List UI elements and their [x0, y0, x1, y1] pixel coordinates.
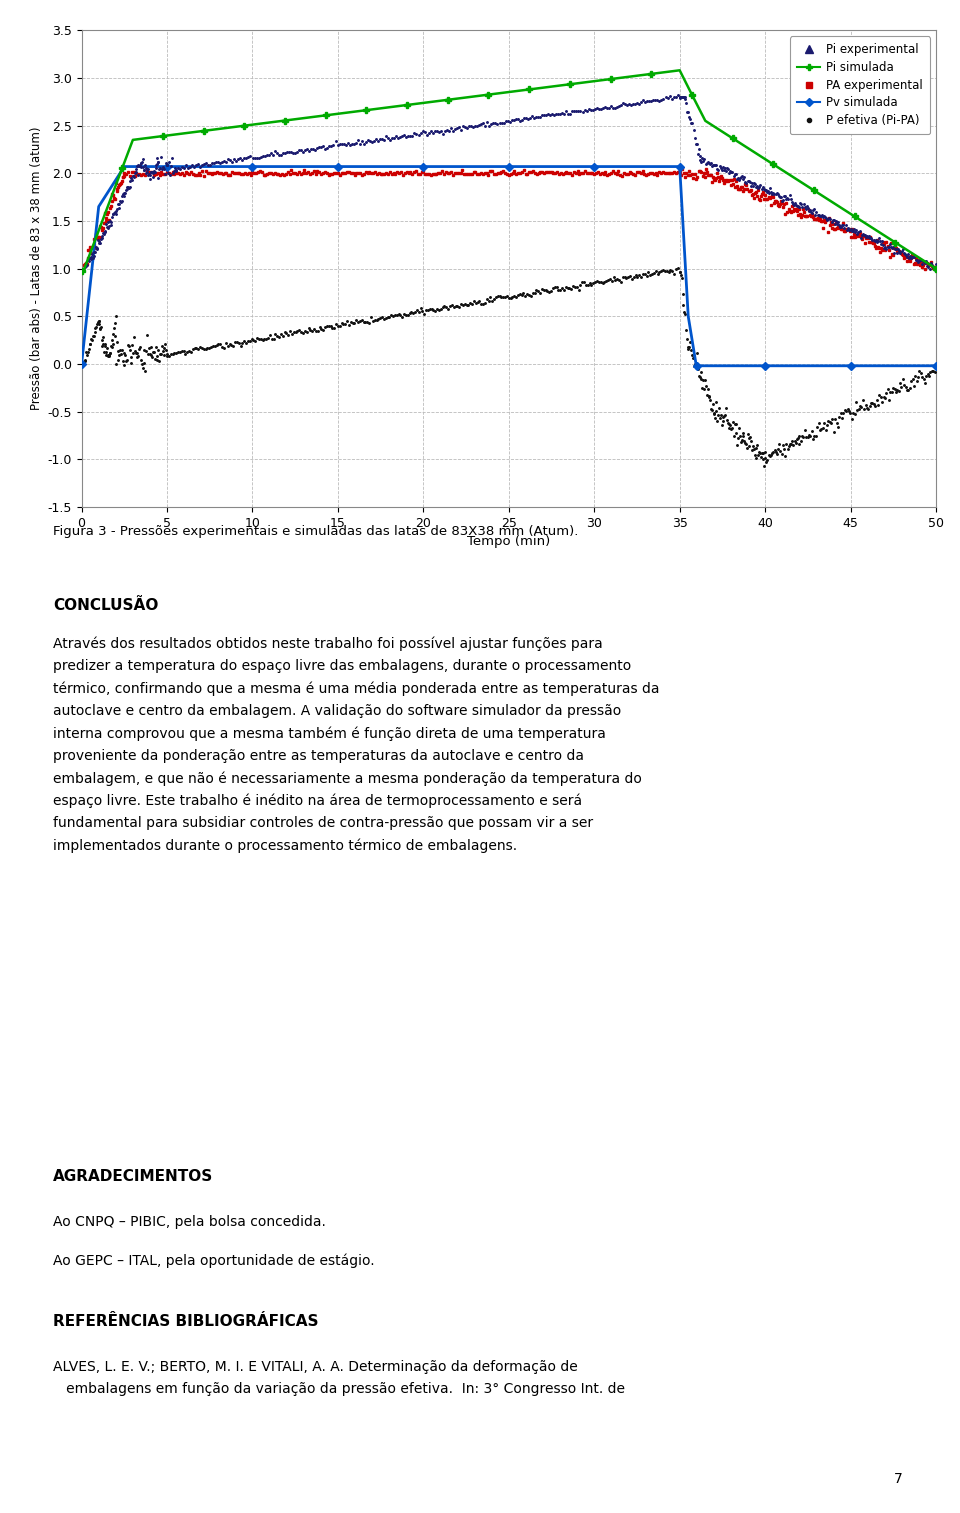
X-axis label: Tempo (min): Tempo (min)	[468, 536, 550, 548]
Text: Através dos resultados obtidos neste trabalho foi possível ajustar funções para
: Através dos resultados obtidos neste tra…	[53, 637, 660, 853]
Pv simulada	[247, 157, 258, 176]
P efetiva (Pi-PA)	[693, 368, 705, 386]
Pi simulada	[198, 121, 209, 139]
Pv simulada	[161, 157, 173, 176]
PA experimental	[704, 166, 715, 185]
Pi simulada	[808, 182, 820, 200]
Pi simulada	[320, 106, 331, 124]
PA experimental	[677, 160, 688, 179]
Pv simulada	[759, 357, 771, 375]
Pi simulada	[645, 65, 657, 83]
Pi simulada	[157, 127, 169, 145]
Text: Ao GEPC – ITAL, pela oportunidade de estágio.: Ao GEPC – ITAL, pela oportunidade de est…	[53, 1254, 374, 1268]
P efetiva (Pi-PA)	[930, 359, 942, 377]
P efetiva (Pi-PA)	[918, 369, 929, 387]
Text: CONCLUSÃO: CONCLUSÃO	[53, 598, 158, 613]
Pv simulada	[332, 157, 344, 176]
Text: Figura 3 - Pressões experimentais e simuladas das latas de 83X38 mm (Atum).: Figura 3 - Pressões experimentais e simu…	[53, 525, 578, 539]
PA experimental	[834, 218, 846, 236]
Pi simulada	[727, 129, 738, 147]
Pi experimental	[930, 256, 942, 274]
P efetiva (Pi-PA)	[76, 354, 87, 372]
Pi simulada	[930, 260, 942, 278]
Pi simulada	[686, 86, 698, 104]
PA experimental	[76, 262, 87, 280]
Pi experimental	[155, 159, 166, 177]
Legend: Pi experimental, Pi simulada, PA experimental, Pv simulada, P efetiva (Pi-PA): Pi experimental, Pi simulada, PA experim…	[790, 36, 930, 135]
P efetiva (Pi-PA)	[557, 278, 568, 297]
Pi simulada	[442, 91, 453, 109]
Y-axis label: Pressão (bar abs) - Latas de 83 x 38 mm (atum): Pressão (bar abs) - Latas de 83 x 38 mm …	[30, 127, 43, 410]
P efetiva (Pi-PA)	[672, 259, 684, 277]
Pv simulada	[845, 357, 856, 375]
Pi experimental	[870, 231, 881, 250]
P efetiva (Pi-PA)	[758, 457, 770, 475]
Text: 7: 7	[894, 1472, 902, 1486]
Pi simulada	[849, 207, 860, 225]
Pv simulada	[418, 157, 429, 176]
Pv simulada	[588, 157, 600, 176]
Text: REFERÊNCIAS BIBLIOGRÁFICAS: REFERÊNCIAS BIBLIOGRÁFICAS	[53, 1315, 319, 1330]
Line: Pv simulada: Pv simulada	[79, 163, 939, 369]
Pi simulada	[76, 262, 87, 280]
Line: Pi experimental: Pi experimental	[80, 94, 938, 272]
Pi experimental	[672, 86, 684, 104]
P efetiva (Pi-PA)	[429, 303, 441, 321]
Line: Pi simulada: Pi simulada	[79, 71, 939, 274]
Pi simulada	[279, 112, 291, 130]
Pi experimental	[773, 188, 784, 206]
PA experimental	[620, 165, 632, 183]
Pi simulada	[767, 156, 779, 174]
P efetiva (Pi-PA)	[143, 339, 155, 357]
Pi simulada	[483, 86, 494, 104]
Pv simulada	[691, 357, 703, 375]
Pi simulada	[890, 233, 901, 251]
Text: Ao CNPQ – PIBIC, pela bolsa concedida.: Ao CNPQ – PIBIC, pela bolsa concedida.	[53, 1215, 325, 1229]
PA experimental	[725, 176, 736, 194]
PA experimental	[181, 165, 193, 183]
P efetiva (Pi-PA)	[696, 369, 708, 387]
Pi experimental	[694, 151, 706, 169]
Pv simulada	[76, 354, 87, 372]
Pi simulada	[605, 70, 616, 88]
Pi simulada	[564, 76, 576, 94]
Text: ALVES, L. E. V.; BERTO, M. I. E VITALI, A. A. Determinação da deformação de
   e: ALVES, L. E. V.; BERTO, M. I. E VITALI, …	[53, 1360, 625, 1396]
Pi experimental	[142, 160, 154, 179]
Pi simulada	[401, 95, 413, 113]
Pi simulada	[361, 101, 372, 120]
Pv simulada	[503, 157, 515, 176]
Pv simulada	[930, 357, 942, 375]
Pi simulada	[523, 80, 535, 98]
Pi experimental	[76, 262, 87, 280]
Pv simulada	[674, 157, 685, 176]
PA experimental	[674, 160, 685, 179]
PA experimental	[930, 259, 942, 277]
Line: P efetiva (Pi-PA): P efetiva (Pi-PA)	[80, 266, 938, 468]
Pi experimental	[862, 228, 874, 247]
Pi simulada	[116, 159, 128, 177]
Line: PA experimental: PA experimental	[81, 168, 937, 272]
Text: AGRADECIMENTOS: AGRADECIMENTOS	[53, 1170, 213, 1185]
Pi simulada	[239, 117, 251, 135]
